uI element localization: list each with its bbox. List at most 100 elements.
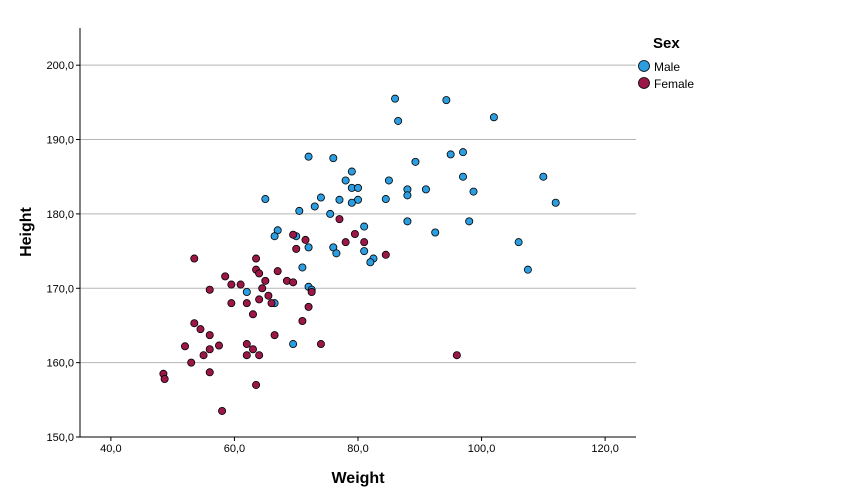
data-point-male [353,183,362,192]
data-point-female [242,299,251,308]
data-point-female [187,358,196,367]
data-point-female [255,269,264,278]
data-point-female [316,340,325,349]
data-point-female [199,351,208,360]
data-point-female [452,351,461,360]
data-point-male [332,249,341,258]
data-point-female [292,244,301,253]
data-point-male [270,232,279,241]
data-point-female [252,254,261,263]
data-point-female [242,351,251,360]
legend: Sex Male Female [638,35,694,91]
data-point-female [248,310,257,319]
x-tick-label: 60,0 [224,443,245,455]
y-tick-label: 200,0 [46,60,74,72]
data-point-female [205,331,214,340]
legend-label-male: Male [654,60,680,74]
data-point-male [347,167,356,176]
data-point-female [267,299,276,308]
data-point-female [255,295,264,304]
data-point-female [264,291,273,300]
data-point-male [446,150,455,159]
data-point-female [252,380,261,389]
data-point-male [459,148,468,157]
data-point-female [218,406,227,415]
data-point-male [394,116,403,125]
data-point-female [301,235,310,244]
data-point-female [341,238,350,247]
data-point-male [459,172,468,181]
data-point-male [335,195,344,204]
data-point-male [403,217,412,226]
data-point-male [289,340,298,349]
data-point-male [360,222,369,231]
data-point-male [411,157,420,166]
y-tick-label: 150,0 [46,432,74,444]
legend-label-female: Female [654,77,694,91]
data-point-male [391,94,400,103]
data-point-female [307,287,316,296]
data-point-female [205,285,214,294]
x-tick-label: 120,0 [591,443,619,455]
data-point-female [258,284,267,293]
legend-title: Sex [653,35,680,52]
y-tick-label: 180,0 [46,209,74,221]
data-point-male [489,113,498,122]
data-point-male [304,243,313,252]
data-point-female [242,340,251,349]
data-point-female [289,230,298,239]
data-point-male [242,287,251,296]
data-point-female [227,280,236,289]
data-point-female [236,280,245,289]
data-point-male [523,265,532,274]
y-tick-label: 160,0 [46,358,74,370]
x-tick-label: 80,0 [347,443,368,455]
data-point-male [310,202,319,211]
data-point-female [350,229,359,238]
data-point-female [205,345,214,354]
data-point-female [298,316,307,325]
data-point-female [381,250,390,259]
data-point-female [190,319,199,328]
data-point-male [442,96,451,105]
data-point-male [295,206,304,215]
y-tick-label: 170,0 [46,283,74,295]
data-point-male [384,176,393,185]
data-point-male [551,198,560,207]
data-point-female [221,272,230,281]
data-point-male [341,176,350,185]
data-point-male [326,209,335,218]
data-point-female [261,276,270,285]
data-point-male [431,228,440,237]
tick-labels: 150,0 160,0 170,0 180,0 190,0 200,0 40,0 60,0 80… [46,60,618,455]
data-point-female [335,215,344,224]
data-point-male [381,195,390,204]
y-tick-label: 190,0 [46,135,74,147]
data-point-female [270,331,279,340]
data-point-female [205,368,214,377]
x-tick-label: 40,0 [100,443,121,455]
y-axis-title: Height [18,206,35,256]
data-point-male [360,247,369,256]
legend-marker-female [638,77,650,89]
data-point-female [248,345,257,354]
data-point-female [190,254,199,263]
data-point-male [261,195,270,204]
data-point-male [514,238,523,247]
data-point-female [214,341,223,350]
data-point-male [469,187,478,196]
data-point-male [316,193,325,202]
data-point-male [347,198,356,207]
data-point-female [273,267,282,276]
data-point-female [255,351,264,360]
data-point-female [160,374,169,383]
data-points [159,94,560,415]
data-point-female [196,325,205,334]
data-point-male [329,154,338,163]
data-point-female [181,342,190,351]
data-point-male [421,185,430,194]
data-point-female [304,302,313,311]
data-point-male [298,263,307,272]
data-point-male [403,191,412,200]
gridlines [80,64,636,364]
